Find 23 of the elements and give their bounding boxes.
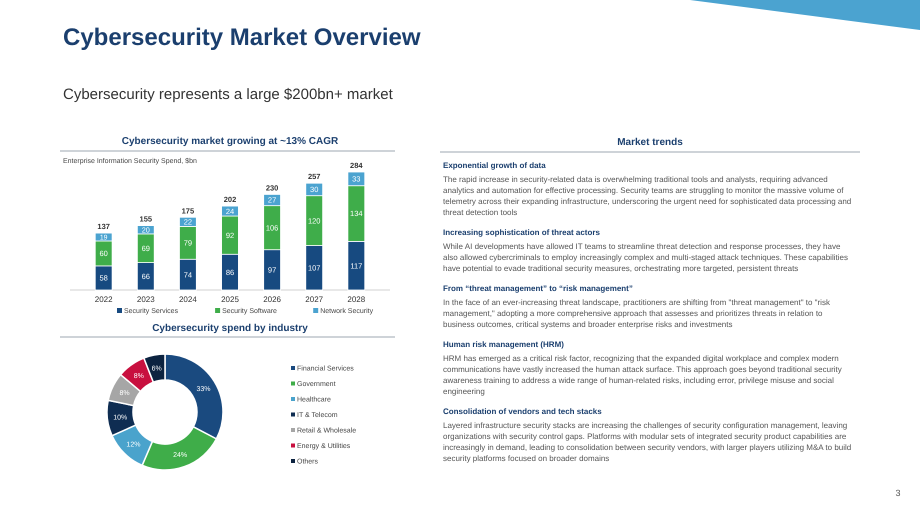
text: 3 <box>895 488 901 498</box>
text: HRM has emerged as a critical risk factor, recognizing that the expanded digital workplace and complex modern communications have vastly increased the human attack surface. This approach goes beyond traditional security awareness training to address a wide range of human-related risks, including error, privilege misuse and social engineering <box>443 354 842 396</box>
text: From “threat management” to “risk management” <box>443 284 633 293</box>
x-tick-label: 2028 <box>347 295 366 304</box>
text: Cybersecurity Market Overview <box>63 24 421 51</box>
text: In the face of an ever-increasing threat landscape, practitioners are shifting from "threat management" to "risk management," adopting a more comprehensive approach that assesses and prioritizes threats in relation to business outcomes, critical systems and broader enterprise risks and investments <box>443 298 831 329</box>
x-tick-label: 2024 <box>178 295 198 304</box>
chart-title: Cybersecurity spend by industry <box>152 323 308 334</box>
text: Layered infrastructure security stacks are increasing the challenges of security configuration management, leaving organizations with security control gaps. Platforms with modular sets of integrated security product capabilities are increasingly in demand, leading to consolidation between security vendors, with larger players utilizing M&A to build security platforms focused on broader domains <box>443 421 852 463</box>
text: Consolidation of vendors and tech stacks <box>443 407 602 416</box>
text: The rapid increase in security-related data is overwhelming traditional tools and analysts, requiring advanced analytics and automation for effective processing. Security teams are struggling to monitor the massive volume of telemetry across their expanding infrastructure, underscoring the urgent need for sophisticated data processing and threat detection tools <box>443 175 852 217</box>
text: Exponential growth of data <box>443 161 546 170</box>
chart-title: Cybersecurity market growing at ~13% CAGR <box>122 136 340 147</box>
x-tick-label: 2022 <box>94 295 114 304</box>
text: Cybersecurity represents a large $200bn+ market <box>63 86 394 103</box>
x-tick-label: 2025 <box>221 295 240 304</box>
text: Human risk management (HRM) <box>443 340 564 349</box>
text: While AI developments have allowed IT teams to streamline threat detection and response processes, they have also allowed cybercriminals to employ increasingly complex and multi-staged attack techniques. These capabilities have potential to evade traditional security measures, orchestrating more targeted, persistent threats <box>443 242 848 273</box>
text: Increasing sophistication of threat actors <box>443 228 600 237</box>
x-tick-label: 2027 <box>305 295 324 304</box>
x-tick-label: 2026 <box>263 295 282 304</box>
x-tick-label: 2023 <box>136 295 156 304</box>
text: Market trends <box>617 137 684 148</box>
